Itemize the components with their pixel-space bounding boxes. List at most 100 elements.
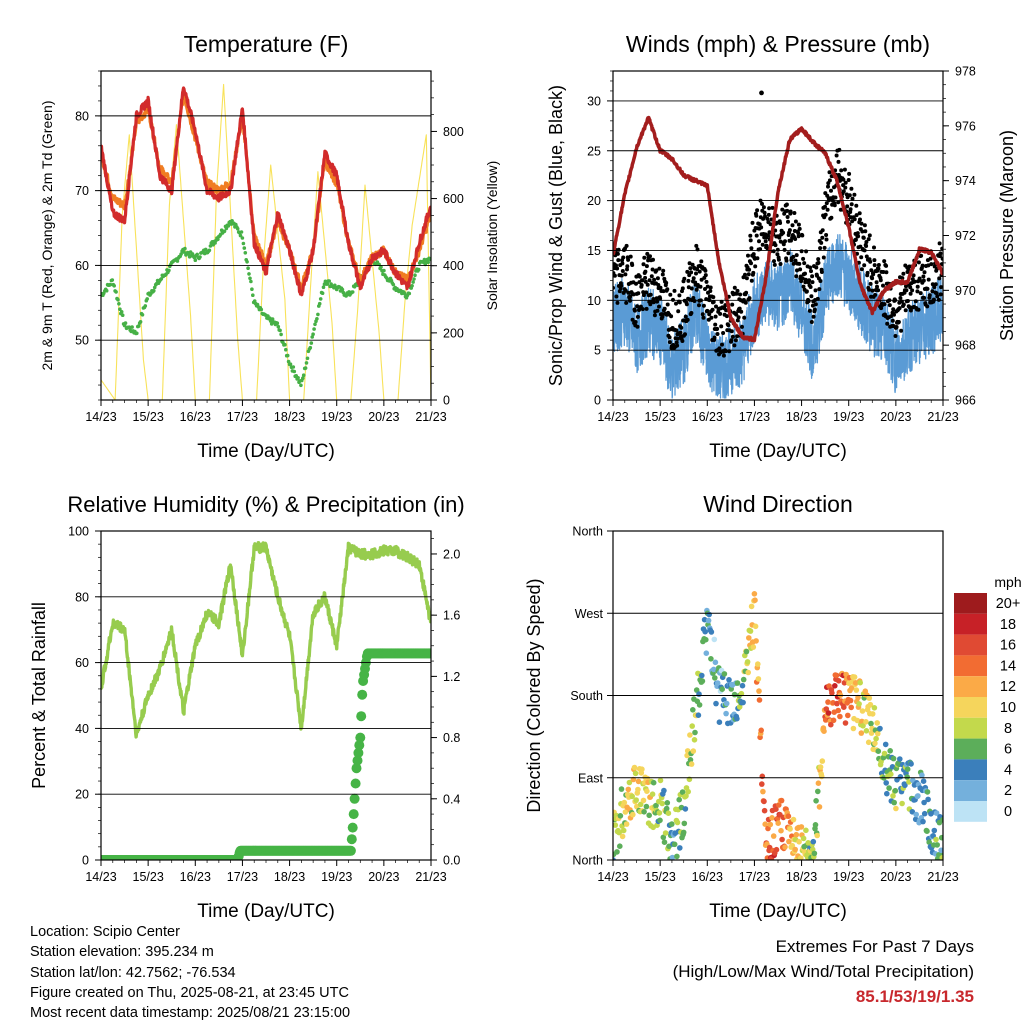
direction-point [723,700,730,707]
direction-point [920,778,927,784]
direction-point [792,846,798,853]
legend-label: 20+ [996,596,1021,612]
legend-label: 0 [1004,804,1012,820]
gust-point [694,243,699,248]
y2-tick-label: 970 [955,284,976,298]
direction-point [847,697,854,704]
y2-tick-label: 0.0 [443,854,460,868]
direction-point [812,822,819,828]
direction-point [746,635,752,641]
gust-point [738,292,743,297]
direction-point [881,750,888,757]
gust-point [720,342,724,347]
solar-insolation-line [101,83,431,400]
direction-point [712,675,718,681]
gust-point [691,276,696,281]
gust-point [708,289,713,293]
direction-point [811,850,818,857]
gust-point [759,225,764,230]
direction-point [649,791,656,797]
y2-tick-label: 0.4 [443,792,460,806]
direction-point [789,842,796,849]
x-tick-label: 17/23 [739,410,770,424]
gust-point [697,303,701,308]
direction-point [845,712,851,719]
gust-point [823,204,827,209]
gust-point [807,308,812,313]
gust-point [787,228,792,233]
direction-point [863,719,869,725]
humidity-line [101,541,431,739]
gust-point [848,207,853,212]
direction-point [759,781,765,787]
gust-point [631,292,636,297]
direction-point [635,786,641,793]
elevation-text: Station elevation: 395.234 m [30,944,214,961]
direction-point [740,699,746,706]
y-tick-label: 70 [75,184,89,198]
legend-swatch [954,697,987,718]
dewpoint-point [320,291,325,296]
gust-point [645,251,650,256]
gust-point [718,311,723,316]
y2-tick-label: 976 [955,119,976,133]
direction-point [626,779,633,786]
precip-point [345,845,356,856]
y-tick-label: 80 [75,590,89,604]
precip-point [346,834,357,845]
direction-point [703,650,710,656]
direction-point [726,677,732,683]
gust-point [707,312,712,317]
gust-point [782,247,787,252]
gust-point [885,321,890,326]
wind-speed-line [613,234,943,399]
dewpoint-point [175,259,180,263]
gust-point [626,290,631,295]
gust-point [641,290,646,295]
gust-point [921,278,926,283]
gust-point [703,268,708,273]
x-tick-label: 14/23 [85,870,116,884]
gust-point [710,307,715,312]
dewpoint-point [407,291,412,296]
gust-point [700,312,705,317]
gust-point [709,315,714,320]
gust-point [861,235,866,240]
direction-point [866,695,873,701]
dewpoint-point [203,247,208,252]
gust-point [893,334,898,338]
gust-point [755,256,760,261]
gust-point [677,300,682,305]
dewpoint-point [301,373,306,378]
y-tick-label: 100 [68,525,89,539]
gust-point [652,313,657,318]
gust-point [685,317,690,322]
gust-point [797,226,802,231]
y-tick-label: 40 [75,722,89,736]
legend-label: 4 [1004,762,1012,778]
gust-point [701,315,706,320]
dewpoint-point [288,362,293,367]
direction-point [659,800,665,807]
gust-point [908,308,913,313]
gust-point [937,241,942,246]
direction-point [687,757,694,763]
direction-point [875,748,882,754]
x-axis-label: Time (Day/UTC) [709,901,847,922]
gust-point [742,315,747,320]
gust-point [863,229,868,234]
direction-point [897,756,903,762]
y-tick-label: West [575,607,604,621]
dewpoint-point [309,341,314,345]
direction-point [751,591,758,597]
direction-point [887,748,893,754]
direction-point [711,636,718,643]
gust-point [865,270,870,275]
gust-point [697,269,702,274]
gust-point [661,268,666,273]
dewpoint-point [208,244,213,248]
gust-point [810,274,815,279]
dewpoint-point [279,332,283,337]
gust-point [683,332,687,337]
gust-point [894,325,899,329]
